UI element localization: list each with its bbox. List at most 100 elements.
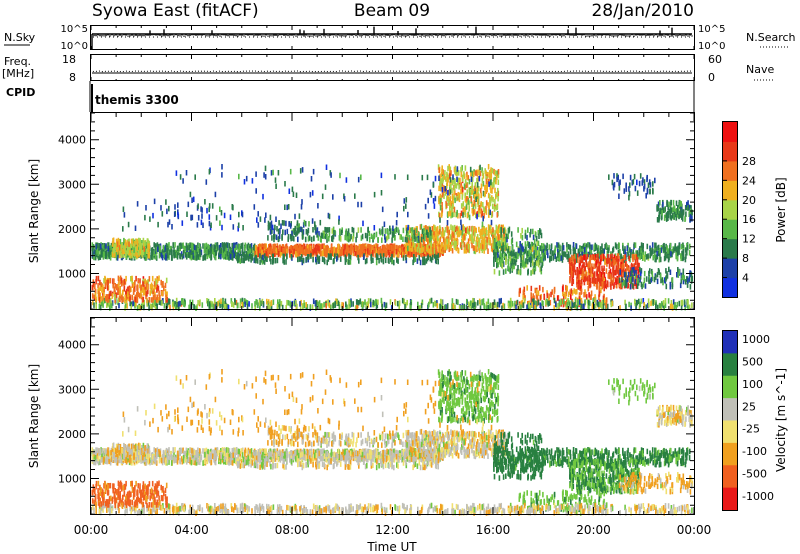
power-cell <box>123 237 125 244</box>
power-cell <box>140 246 143 252</box>
power-cell <box>282 253 284 260</box>
power-cell <box>666 245 668 251</box>
power-cell <box>586 298 589 304</box>
power-cell <box>378 249 381 256</box>
power-cell <box>569 267 571 273</box>
power-cell <box>640 242 643 248</box>
power-cell <box>148 297 151 303</box>
power-cell <box>176 254 179 260</box>
power-cell <box>586 254 589 260</box>
power-cell <box>559 300 562 306</box>
power-cell <box>222 298 224 305</box>
power-cell <box>501 305 503 311</box>
power-cell <box>457 191 460 198</box>
power-cell <box>251 303 253 309</box>
power-cell <box>435 244 437 251</box>
power-cell <box>546 292 549 299</box>
power-cell <box>263 253 266 259</box>
power-cell <box>578 296 581 302</box>
power-cell <box>493 299 496 305</box>
power-cell <box>611 253 613 259</box>
power-cell <box>675 250 677 256</box>
power-cell <box>414 246 417 252</box>
power-cell <box>402 227 405 234</box>
power-cell <box>558 301 561 307</box>
power-cell <box>367 251 369 258</box>
power-cell <box>413 254 415 260</box>
power-cell <box>384 305 387 311</box>
power-cell <box>126 288 128 295</box>
power-cell <box>575 289 577 295</box>
power-cell <box>598 291 601 297</box>
power-cell <box>156 246 159 253</box>
power-cell <box>449 168 451 175</box>
power-cell <box>572 245 575 252</box>
power-cell <box>496 170 499 176</box>
power-cell <box>149 284 152 290</box>
power-cell <box>471 242 473 249</box>
power-cell <box>225 303 227 310</box>
power-cell <box>291 230 293 237</box>
power-cell <box>437 253 440 259</box>
power-cell <box>290 254 293 260</box>
power-cell <box>161 300 163 306</box>
power-cell <box>314 225 317 231</box>
power-cell <box>313 235 315 241</box>
power-cell <box>424 246 426 253</box>
power-cell <box>605 297 608 303</box>
power-cell <box>106 244 108 250</box>
power-cell <box>526 250 529 257</box>
power-cell <box>444 244 446 250</box>
power-cell <box>559 253 561 260</box>
power-cell <box>210 249 212 255</box>
power-cell <box>420 236 423 243</box>
power-cell <box>144 255 147 261</box>
power-cell <box>544 300 547 306</box>
power-cell <box>464 192 466 198</box>
power-cell <box>671 251 673 258</box>
power-cell <box>345 251 348 257</box>
power-cell <box>457 299 459 305</box>
power-cell <box>645 304 647 310</box>
power-cell <box>276 226 278 232</box>
power-cell <box>612 267 614 273</box>
power-cell <box>490 246 493 252</box>
power-cell <box>170 255 173 261</box>
power-cell <box>244 246 246 252</box>
power-cell <box>406 227 408 234</box>
power-cell <box>405 241 408 248</box>
power-cell <box>277 251 280 258</box>
power-cell <box>410 305 412 311</box>
power-cell <box>114 243 117 250</box>
power-cell <box>412 240 414 246</box>
power-cell <box>282 229 284 235</box>
power-cell <box>541 300 543 306</box>
power-cell <box>562 254 564 260</box>
power-cell <box>378 258 380 264</box>
power-cell <box>509 252 512 259</box>
power-cell <box>452 225 454 231</box>
power-cell <box>407 245 410 252</box>
power-cell <box>148 276 151 282</box>
power-cell <box>603 285 605 292</box>
power-cell <box>419 242 422 248</box>
power-cell <box>246 303 249 309</box>
power-cell <box>579 256 581 262</box>
power-cell <box>364 232 367 239</box>
power-cell <box>663 305 665 311</box>
power-cell <box>203 243 206 249</box>
power-cell <box>464 244 467 250</box>
power-cell <box>466 189 468 195</box>
power-cell <box>685 253 687 259</box>
power-cell <box>376 253 378 259</box>
power-cell <box>444 238 447 245</box>
power-cell <box>562 301 565 308</box>
power-cell <box>423 240 425 246</box>
power-cell <box>496 301 499 308</box>
power-cell <box>372 257 374 263</box>
power-cell <box>134 240 136 247</box>
power-cell <box>682 242 684 248</box>
power-cell <box>419 259 422 266</box>
power-cell <box>99 304 102 311</box>
power-cell <box>147 284 149 290</box>
